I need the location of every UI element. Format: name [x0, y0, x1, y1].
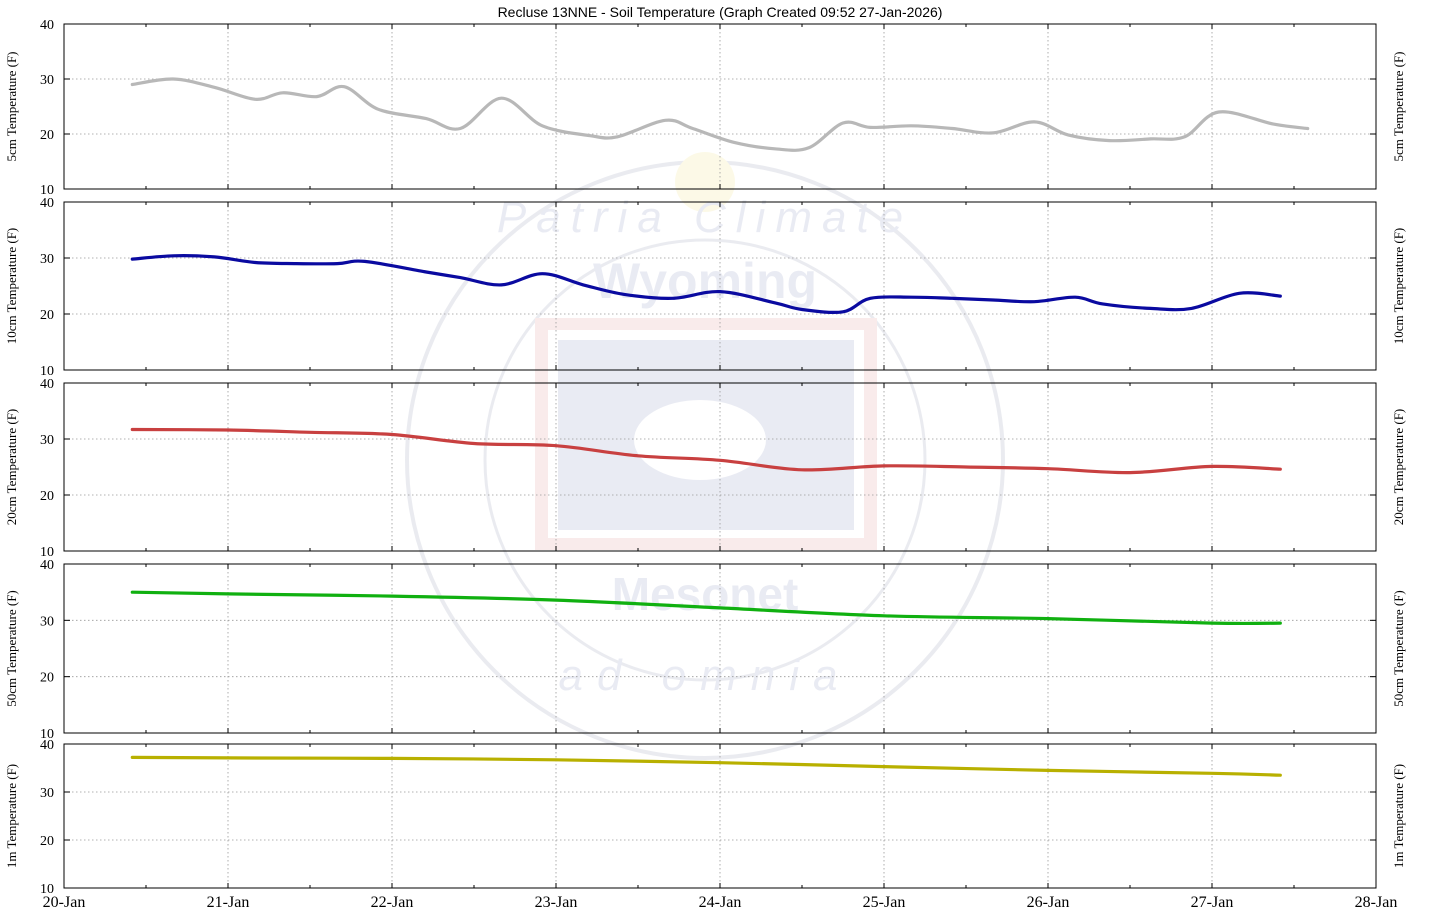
y-tick-label: 20 — [40, 489, 54, 504]
panel-0: 10 20 30 40 5cm Temperature (F) 5cm Temperatu… — [4, 18, 1406, 198]
y-axis-label-left: 5cm Temperature (F) — [4, 51, 19, 161]
watermark-ring-bottom: ad omnia — [558, 651, 851, 700]
x-tick-label: 22-Jan — [371, 894, 414, 911]
y-tick-label: 30 — [40, 786, 54, 801]
x-tick-label: 21-Jan — [207, 894, 250, 911]
y-axis-label-left: 1m Temperature (F) — [4, 764, 19, 868]
watermark-bison-icon — [634, 400, 766, 480]
watermark-outer-ring — [405, 160, 1005, 760]
y-tick-label: 40 — [40, 196, 54, 211]
y-tick-label: 30 — [40, 433, 54, 448]
watermark-flag-white — [548, 330, 864, 538]
panel-4: 10 20 30 40 1m Temperature (F) 1m Temperature… — [4, 738, 1406, 897]
y-tick-label: 40 — [40, 377, 54, 392]
plot-frame — [63, 563, 1377, 734]
y-tick-label: 40 — [40, 18, 54, 33]
plot-frame — [63, 382, 1377, 552]
x-tick-label: 27-Jan — [1191, 894, 1234, 911]
x-tick-label: 20-Jan — [43, 894, 86, 911]
y-axis-label-right: 10cm Temperature (F) — [1391, 228, 1406, 345]
y-tick-label: 10 — [40, 364, 54, 379]
y-axis-label-right: 20cm Temperature (F) — [1391, 409, 1406, 526]
watermark-flag-blue — [558, 340, 854, 530]
y-tick-label: 20 — [40, 128, 54, 143]
watermark-ring-top: Patria Climate — [497, 193, 913, 242]
series-line — [130, 590, 1282, 626]
chart-panels: 10 20 30 40 5cm Temperature (F) 5cm Temperatu… — [4, 18, 1406, 897]
chart-title: Recluse 13NNE - Soil Temperature (Graph … — [498, 4, 943, 20]
y-axis-label-right: 5cm Temperature (F) — [1391, 51, 1406, 161]
y-axis-label-right: 1m Temperature (F) — [1391, 764, 1406, 868]
series-line — [130, 77, 1310, 152]
mesonet-watermark-logo: Wyoming Mesonet Patria Climate ad omnia — [405, 152, 1005, 760]
y-tick-label: 20 — [40, 308, 54, 323]
watermark-flag-border — [535, 318, 877, 550]
watermark-sun — [675, 152, 735, 212]
y-tick-label: 30 — [40, 252, 54, 267]
plot-frame — [63, 743, 1377, 889]
x-tick-label: 25-Jan — [863, 894, 906, 911]
panel-1: 10 20 30 40 10cm Temperature (F) 10cm Tempera… — [4, 196, 1406, 379]
y-tick-label: 10 — [40, 545, 54, 560]
y-tick-label: 10 — [40, 882, 54, 897]
series-line — [130, 755, 1282, 777]
x-tick-label: 24-Jan — [699, 894, 742, 911]
y-axis-label-right: 50cm Temperature (F) — [1391, 590, 1406, 707]
x-axis-tick-labels: 20-Jan 21-Jan 22-Jan 23-Jan 24-Jan 25-Jan 26-J… — [43, 894, 1398, 911]
y-tick-label: 40 — [40, 738, 54, 753]
y-axis-label-left: 10cm Temperature (F) — [4, 228, 19, 345]
watermark-name: Wyoming — [593, 253, 817, 309]
series-line — [130, 254, 1282, 315]
series-line — [130, 427, 1282, 475]
y-tick-label: 30 — [40, 73, 54, 88]
panel-3: 10 20 30 40 50cm Temperature (F) 50cm Tempera… — [4, 558, 1406, 742]
y-tick-label: 20 — [40, 834, 54, 849]
plot-frame — [63, 23, 1377, 190]
x-tick-label: 26-Jan — [1027, 894, 1070, 911]
panel-2: 10 20 30 40 20cm Temperature (F) 20cm Tempera… — [4, 377, 1406, 560]
y-tick-label: 30 — [40, 614, 54, 629]
watermark-inner-ring — [483, 238, 927, 682]
plot-frame — [63, 201, 1377, 371]
y-tick-label: 10 — [40, 727, 54, 742]
x-tick-label: 23-Jan — [535, 894, 578, 911]
y-tick-label: 10 — [40, 183, 54, 198]
y-tick-label: 40 — [40, 558, 54, 573]
watermark-name2: Mesonet — [612, 568, 799, 620]
y-axis-label-left: 20cm Temperature (F) — [4, 409, 19, 526]
x-tick-label: 28-Jan — [1355, 894, 1398, 911]
y-axis-label-left: 50cm Temperature (F) — [4, 590, 19, 707]
y-tick-label: 20 — [40, 671, 54, 686]
